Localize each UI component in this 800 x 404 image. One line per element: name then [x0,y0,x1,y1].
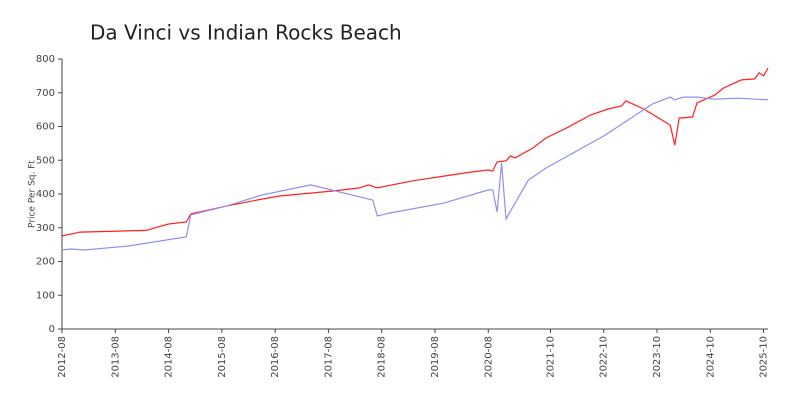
x-tick-label: 2022-10 [599,336,610,378]
y-tick-label: 100 [36,290,55,301]
x-tick-label: 2014-08 [164,336,175,378]
x-tick-label: 2023-10 [652,336,663,378]
y-tick-label: 0 [49,324,55,335]
x-tick-label: 2015-08 [217,336,228,378]
chart-title: Da Vinci vs Indian Rocks Beach [90,21,402,45]
x-tick-label: 2019-08 [430,336,441,378]
x-tick-label: 2013-08 [110,336,121,378]
y-axis-label: Price Per Sq. Ft [28,160,38,228]
series-line [61,96,769,251]
x-tick-label: 2018-08 [377,336,388,378]
y-tick-label: 800 [36,54,55,65]
series-line [61,67,769,237]
x-tick-label: 2021-10 [545,336,556,378]
y-tick-label: 400 [36,189,55,200]
x-tick-label: 2012-08 [57,336,68,378]
x-tick-label: 2024-10 [705,336,716,378]
y-tick-label: 300 [36,223,55,234]
y-tick-label: 200 [36,257,55,268]
y-tick-label: 500 [36,155,55,166]
y-tick-label: 600 [36,122,55,133]
x-tick-label: 2020-08 [483,336,494,378]
x-tick-label: 2025-10 [759,336,770,378]
x-tick-label: 2017-08 [323,336,334,378]
y-tick-label: 700 [36,88,55,99]
x-tick-label: 2016-08 [270,336,281,378]
